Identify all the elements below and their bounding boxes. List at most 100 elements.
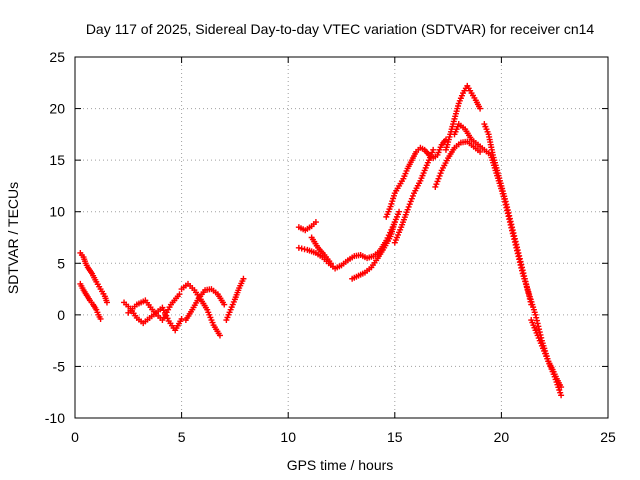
chart-title: Day 117 of 2025, Sidereal Day-to-day VTE… (86, 21, 595, 37)
data-point (526, 295, 533, 302)
data-point (523, 284, 530, 291)
data-point (489, 149, 496, 156)
data-point (394, 211, 401, 218)
data-point (484, 128, 491, 135)
data-point (432, 153, 439, 160)
data-point (523, 281, 530, 288)
data-point (390, 192, 397, 199)
data-point (460, 124, 467, 131)
y-tick-label: -5 (53, 358, 66, 374)
data-point (78, 252, 85, 259)
grid-lines (75, 57, 608, 418)
data-point (521, 272, 528, 279)
data-point (437, 170, 444, 177)
data-point (131, 303, 138, 310)
data-point (479, 145, 486, 152)
data-point (468, 142, 475, 149)
data-point (319, 250, 326, 257)
data-point (202, 304, 209, 311)
data-point (533, 314, 540, 321)
axis-ticks: 0 5 10 15 20 25 -10 -5 0 5 10 15 20 25 (45, 49, 616, 445)
data-point (96, 313, 103, 320)
data-point (467, 134, 474, 141)
data-point (536, 326, 543, 333)
data-point (82, 290, 89, 297)
data-point (506, 215, 513, 222)
series-arc-r (432, 138, 484, 190)
series-arc-l (383, 136, 449, 220)
data-point (306, 224, 313, 231)
data-point (326, 258, 333, 265)
data-point (511, 235, 518, 242)
data-point (407, 159, 414, 166)
data-point (437, 144, 444, 151)
data-point (524, 287, 531, 294)
data-point (531, 309, 538, 316)
data-point (521, 275, 528, 282)
data-point (506, 212, 513, 219)
data-point (397, 226, 404, 233)
series-arc-k (349, 219, 398, 282)
data-point (474, 147, 481, 154)
data-point (81, 258, 88, 265)
data-point (96, 283, 103, 290)
data-point (157, 306, 164, 313)
x-axis-label: GPS time / hours (287, 457, 394, 473)
data-point (476, 103, 483, 110)
data-point (557, 381, 564, 388)
y-tick-label: 5 (57, 255, 65, 271)
data-point (125, 303, 132, 310)
data-point (433, 181, 440, 188)
data-point (436, 172, 443, 179)
data-point (92, 276, 99, 283)
data-point (450, 118, 457, 125)
data-point (462, 138, 469, 145)
data-point (432, 183, 439, 190)
data-point (100, 290, 107, 297)
data-point (544, 355, 551, 362)
data-point (446, 133, 453, 140)
y-tick-label: -10 (45, 410, 65, 426)
data-point (407, 198, 414, 205)
data-point (528, 301, 535, 308)
series-arc-p (481, 121, 535, 308)
data-point (455, 102, 462, 109)
series-arc-j (308, 234, 334, 267)
data-point (504, 204, 511, 211)
data-point (435, 175, 442, 182)
data-point (336, 263, 343, 270)
data-point (514, 244, 521, 251)
data-point (539, 345, 546, 352)
data-point (194, 297, 201, 304)
data-point (514, 247, 521, 254)
data-point (531, 324, 538, 331)
data-point (366, 266, 373, 273)
data-point (472, 139, 479, 146)
data-point (493, 164, 500, 171)
data-point (527, 298, 534, 305)
data-point (513, 241, 520, 248)
data-point (503, 201, 510, 208)
data-point (419, 145, 426, 152)
data-point (405, 203, 412, 210)
y-tick-label: 25 (49, 49, 65, 65)
data-point (177, 318, 184, 325)
data-point (209, 319, 216, 326)
data-point (103, 297, 110, 304)
data-point (215, 330, 222, 337)
data-point (219, 299, 226, 306)
data-point (515, 249, 522, 256)
data-point (313, 242, 320, 249)
data-point (235, 287, 242, 294)
data-point (535, 335, 542, 342)
data-point (509, 224, 516, 231)
data-point (458, 92, 465, 99)
x-tick-label: 25 (600, 429, 616, 445)
data-point (359, 270, 366, 277)
data-point (454, 123, 461, 130)
data-point (212, 289, 219, 296)
data-point (174, 293, 181, 300)
series-arc-g (223, 275, 247, 324)
series-arc-c (121, 299, 185, 334)
data-points (77, 82, 565, 399)
